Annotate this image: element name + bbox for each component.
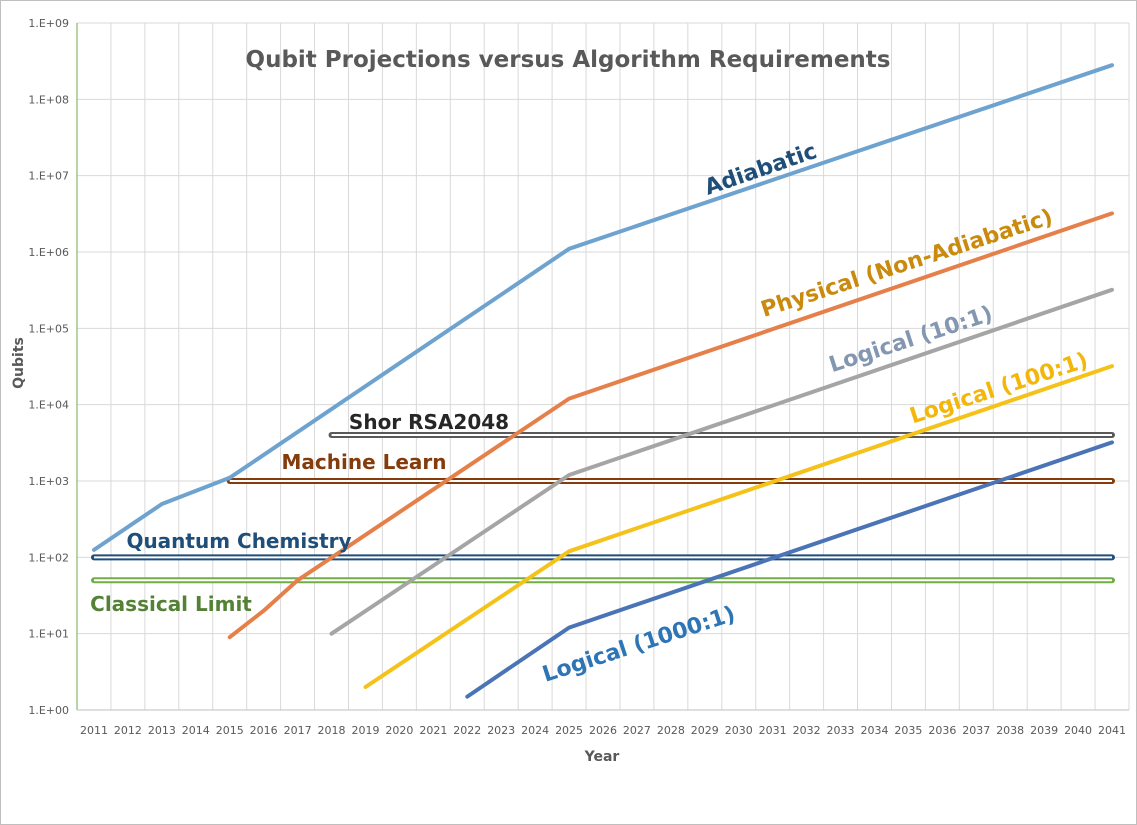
x-tick-label: 2038 [996,724,1024,737]
y-tick-label: 1.E+03 [28,475,69,488]
reference-line-label: Quantum Chemistry [126,529,351,553]
x-tick-label: 2032 [793,724,821,737]
y-tick-label: 1.E+09 [28,17,69,30]
x-tick-label: 2012 [114,724,142,737]
x-tick-label: 2014 [182,724,210,737]
x-tick-label: 2035 [894,724,922,737]
y-axis-title: Qubits [11,337,27,389]
series-lines [92,63,1114,699]
x-tick-label: 2021 [419,724,447,737]
x-axis-title: Year [584,749,620,765]
series-labels: Shor RSA2048 Machine Learn Quantum Chemist… [90,139,1091,688]
chart-title: Qubit Projections versus Algorithm Requi… [246,47,891,73]
x-tick-label: 2039 [1030,724,1058,737]
x-tick-label: 2026 [589,724,617,737]
y-tick-label: 1.E+02 [28,551,69,564]
x-tick-label: 2013 [148,724,176,737]
series-line [227,211,1114,640]
reference-line-label: Machine Learn [281,450,446,474]
x-tick-label: 2024 [521,724,549,737]
x-tick-label: 2023 [487,724,515,737]
series-line [465,440,1114,699]
series-line [329,287,1114,636]
series-line [363,364,1114,689]
x-tick-label: 2036 [928,724,956,737]
x-tick-label: 2015 [216,724,244,737]
axes: 1.E+00 1.E+01 1.E+02 1.E+03 1.E+04 1.E+05 1.E+… [28,17,1129,737]
y-tick-label: 1.E+06 [28,246,69,259]
x-tick-label: 2034 [860,724,888,737]
x-tick-label: 2028 [657,724,685,737]
x-tick-label: 2017 [284,724,312,737]
y-tick-label: 1.E+01 [28,628,69,641]
x-tick-label: 2040 [1064,724,1092,737]
x-tick-label: 2033 [827,724,855,737]
x-tick-label: 2018 [318,724,346,737]
x-tick-label: 2020 [385,724,413,737]
series-label: Physical (Non-Adiabatic) [758,205,1056,323]
x-tick-label: 2011 [80,724,108,737]
x-tick-label: 2037 [962,724,990,737]
series-label: Logical (1000:1) [540,602,739,688]
x-tick-label: 2022 [453,724,481,737]
y-tick-label: 1.E+07 [28,170,69,183]
series-label: Logical (100:1) [907,348,1091,429]
x-tick-label: 2027 [623,724,651,737]
x-tick-label: 2030 [725,724,753,737]
x-tick-label: 2016 [250,724,278,737]
reference-line-label: Shor RSA2048 [349,410,509,434]
y-tick-label: 1.E+08 [28,93,69,106]
series-line [92,63,1114,552]
x-tick-label: 2031 [759,724,787,737]
x-tick-label: 2025 [555,724,583,737]
reference-lines [91,432,1115,584]
x-tick-label: 2041 [1098,724,1126,737]
y-tick-label: 1.E+04 [28,399,69,412]
x-tick-label: 2029 [691,724,719,737]
y-tick-label: 1.E+00 [28,704,69,717]
x-tick-label: 2019 [351,724,379,737]
y-tick-label: 1.E+05 [28,322,69,335]
reference-line-label: Classical Limit [90,592,252,616]
